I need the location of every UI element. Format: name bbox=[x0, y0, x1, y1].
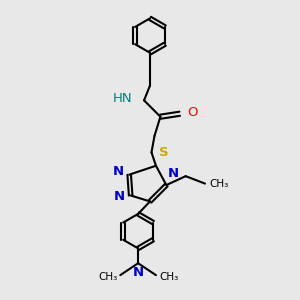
Text: HN: HN bbox=[112, 92, 132, 105]
Text: S: S bbox=[159, 146, 169, 159]
Text: CH₃: CH₃ bbox=[98, 272, 117, 282]
Text: N: N bbox=[113, 165, 124, 178]
Text: O: O bbox=[187, 106, 198, 119]
Text: N: N bbox=[114, 190, 125, 203]
Text: CH₃: CH₃ bbox=[209, 178, 229, 189]
Text: N: N bbox=[133, 266, 144, 279]
Text: N: N bbox=[168, 167, 179, 180]
Text: CH₃: CH₃ bbox=[159, 272, 178, 282]
